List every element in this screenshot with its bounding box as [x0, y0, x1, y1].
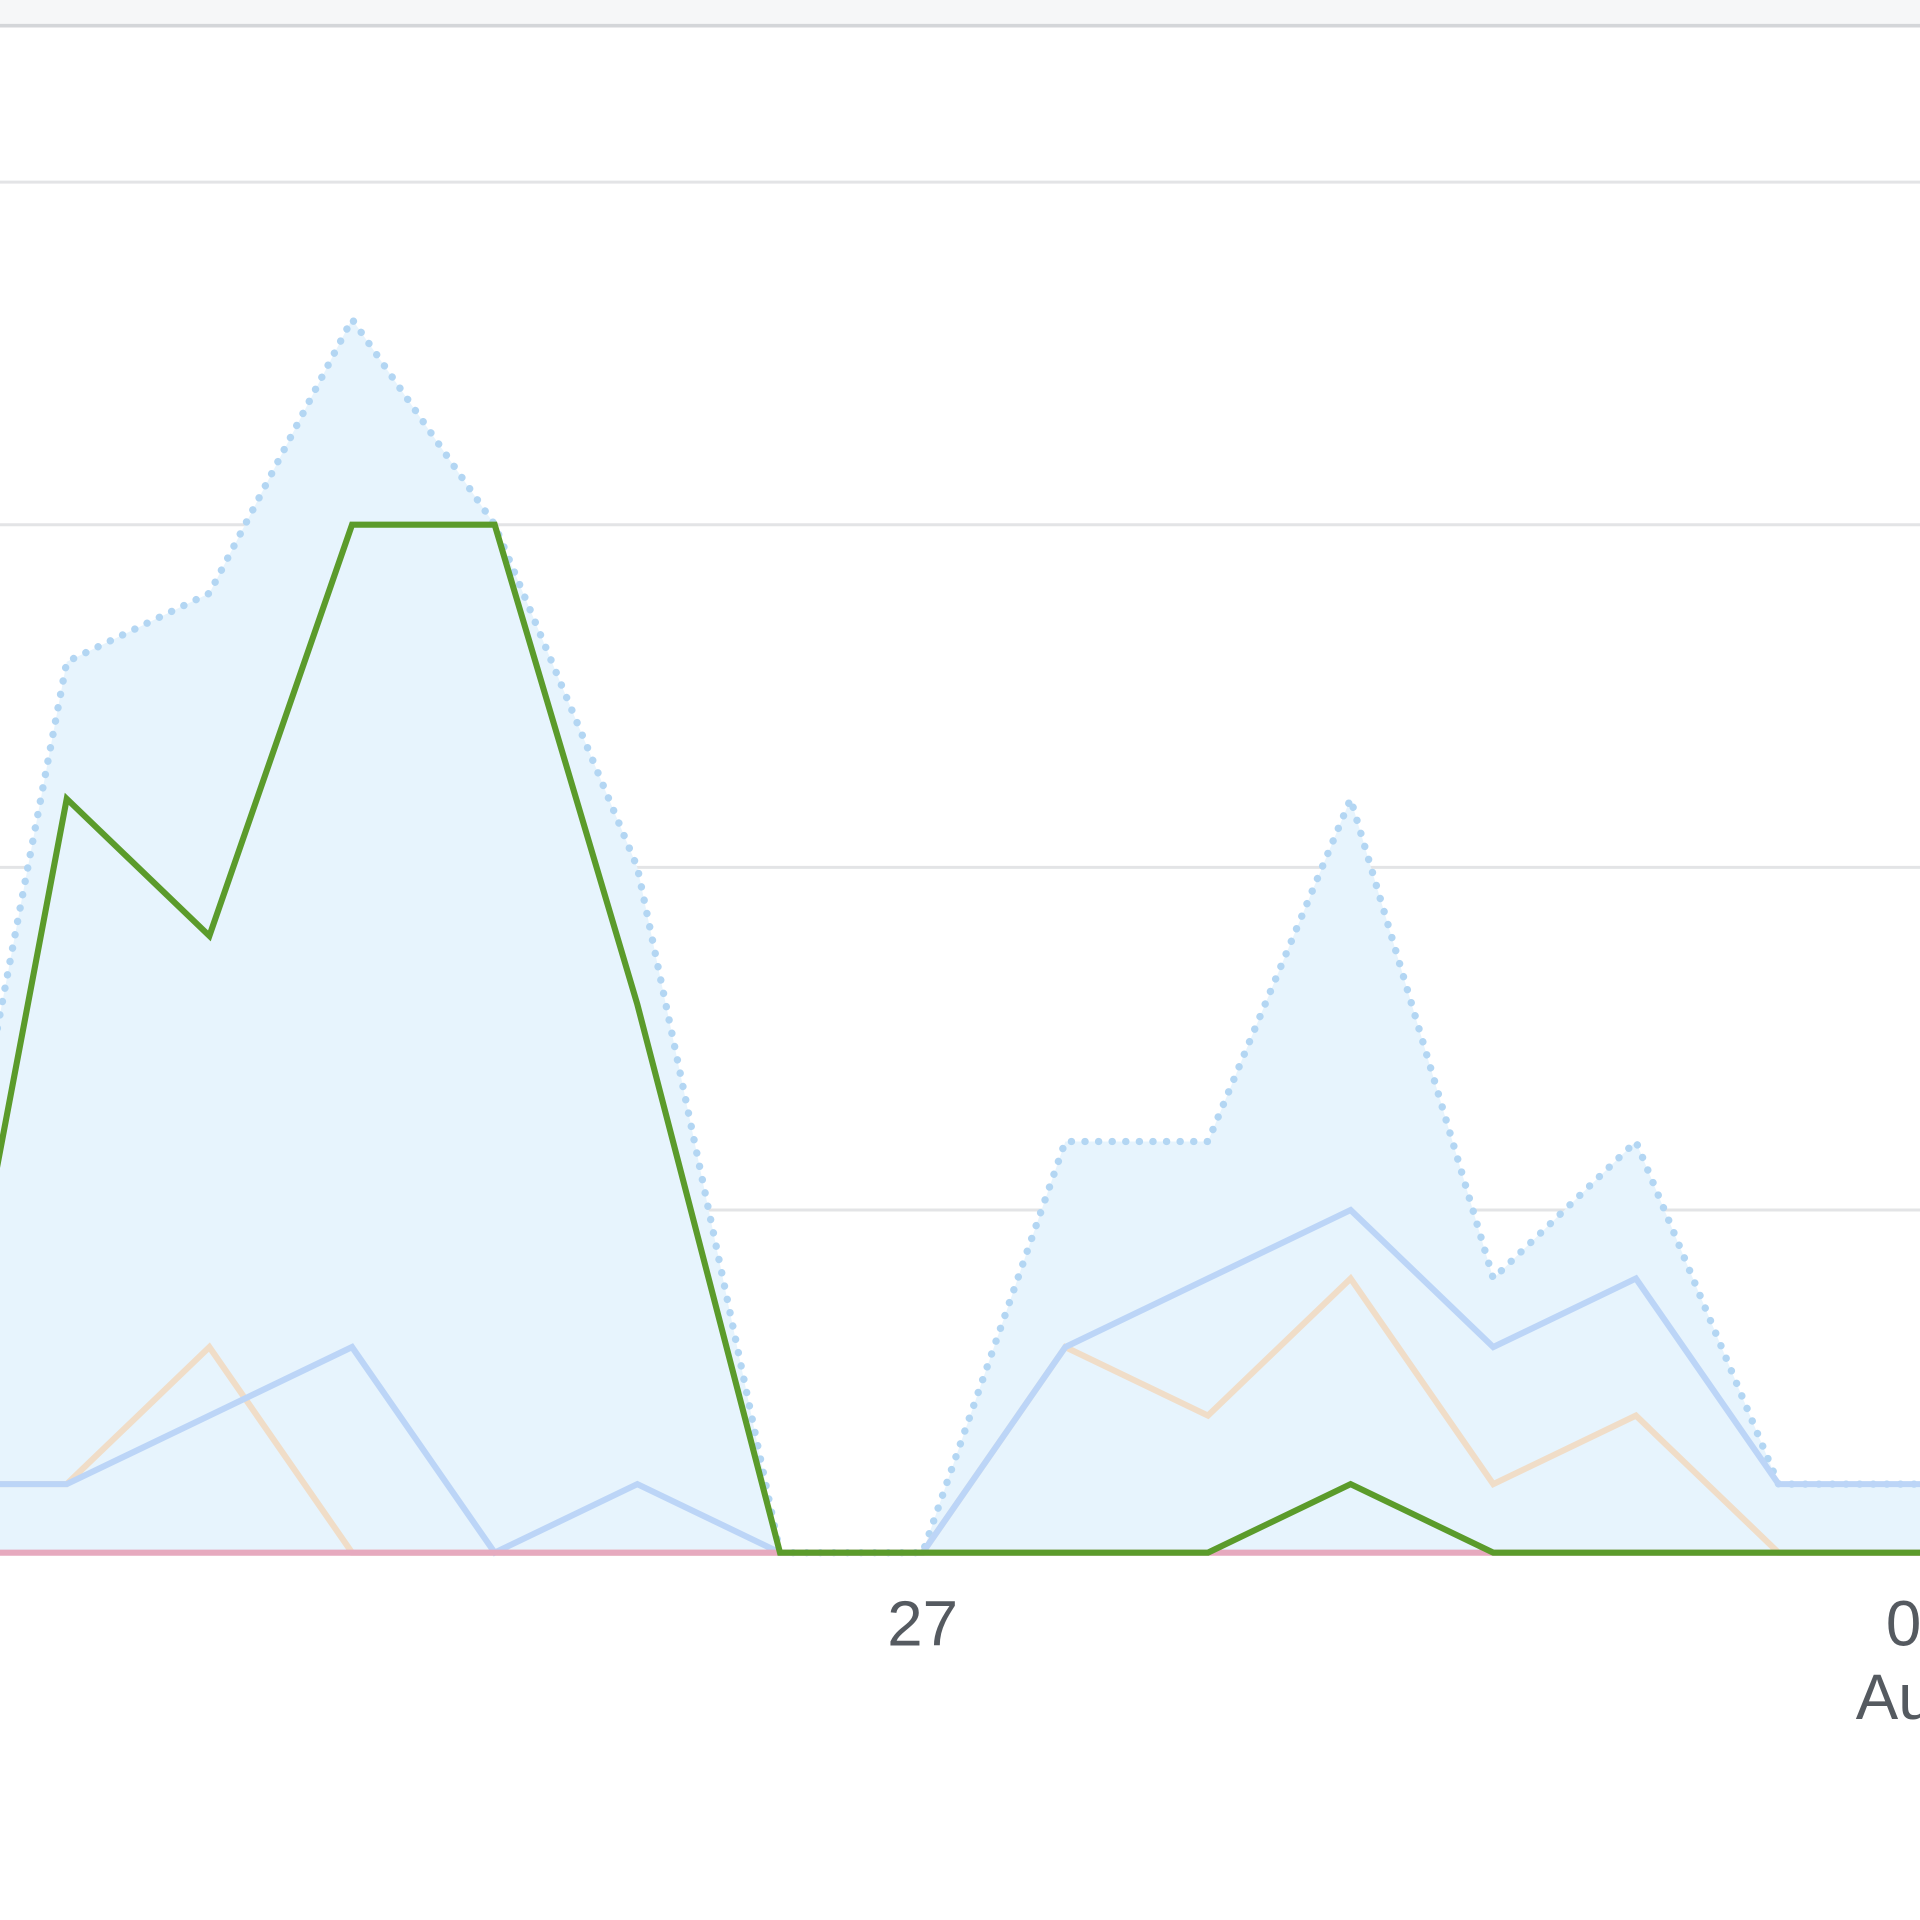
x-tick-label: 03	[1886, 1588, 1920, 1659]
x-tick-label: 27	[887, 1588, 958, 1659]
x-month-label: Aug.	[1856, 1662, 1920, 1733]
top-bar	[0, 0, 1920, 25]
line	[0, 312, 1920, 1557]
x-axis: 27 03Aug.	[887, 1588, 1920, 1732]
line	[0, 521, 1920, 1556]
plot	[0, 312, 1920, 1557]
area	[0, 319, 1920, 1553]
